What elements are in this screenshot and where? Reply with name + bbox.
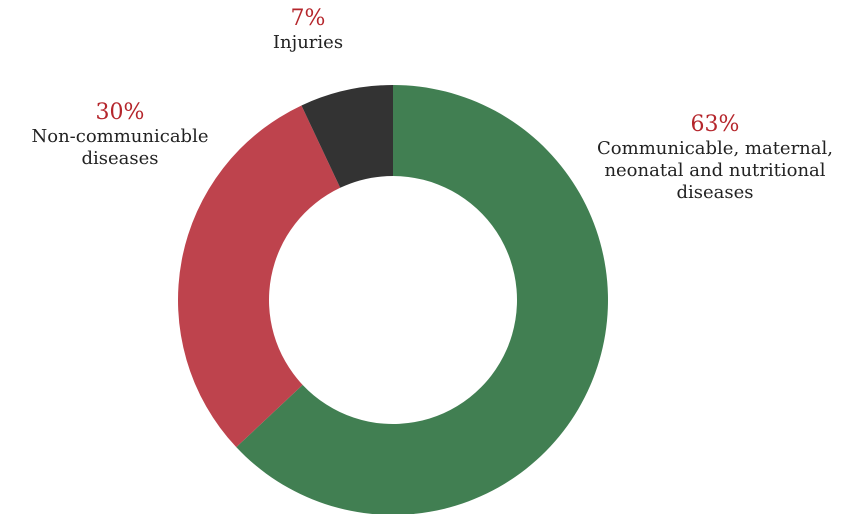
slice-name-non-communicable: Non-communicable diseases [31, 126, 209, 169]
slice-label-communicable: 63% Communicable, maternal, neonatal and… [570, 112, 855, 203]
donut-slices [177, 85, 608, 514]
slice-label-injuries: 7% Injuries [258, 6, 358, 54]
slice-value-communicable: 63% [690, 112, 740, 137]
slice-value-non-communicable: 30% [95, 100, 145, 125]
donut-slice-non-communicable [177, 105, 341, 448]
slice-label-non-communicable: 30% Non-communicable diseases [0, 100, 240, 170]
slice-name-communicable: Communicable, maternal, neonatal and nut… [597, 138, 833, 203]
donut-slice-injuries [301, 85, 393, 188]
slice-name-injuries: Injuries [272, 32, 344, 54]
donut-slice-communicable [236, 85, 608, 514]
slice-value-injuries: 7% [290, 6, 326, 31]
